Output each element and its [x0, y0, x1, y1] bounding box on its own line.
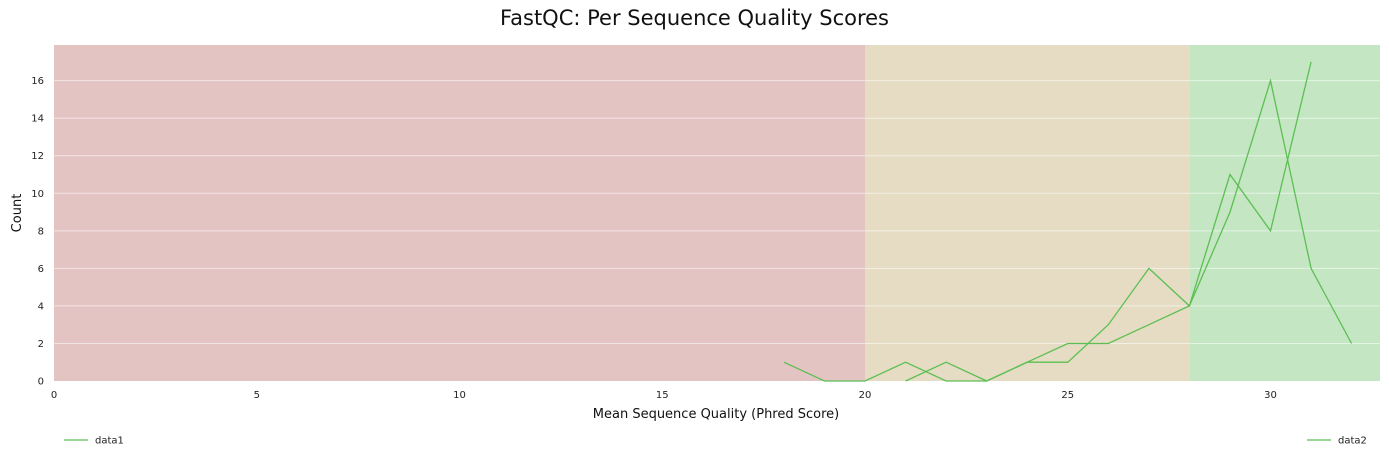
x-tick-label: 25: [1061, 390, 1074, 401]
chart-title: FastQC: Per Sequence Quality Scores: [499, 6, 889, 30]
quality-band-2: [1189, 45, 1380, 381]
y-tick-label: 2: [38, 339, 44, 350]
y-tick-label: 14: [31, 114, 44, 125]
y-tick-label: 4: [38, 301, 44, 312]
legend-label-data2: data2: [1338, 436, 1367, 447]
quality-band-0: [54, 45, 866, 381]
y-tick-label: 8: [38, 226, 44, 237]
x-tick-label: 20: [859, 390, 872, 401]
y-axis-label: Count: [10, 194, 25, 233]
y-tick-label: 12: [31, 151, 44, 162]
quality-band-1: [865, 45, 1190, 381]
x-tick-label: 0: [51, 390, 57, 401]
y-tick-label: 10: [31, 189, 44, 200]
series-line-data1: [783, 61, 1312, 382]
y-tick-label: 16: [31, 76, 44, 87]
y-tick-label: 6: [38, 264, 44, 275]
series-line-data2: [905, 78, 1353, 382]
x-tick-label: 30: [1264, 390, 1277, 401]
x-axis-label: Mean Sequence Quality (Phred Score): [593, 407, 839, 422]
x-tick-label: 5: [254, 390, 260, 401]
y-tick-label: 0: [38, 377, 44, 388]
legend-label-data1: data1: [95, 436, 124, 447]
x-tick-label: 15: [656, 390, 669, 401]
x-tick-label: 10: [453, 390, 466, 401]
